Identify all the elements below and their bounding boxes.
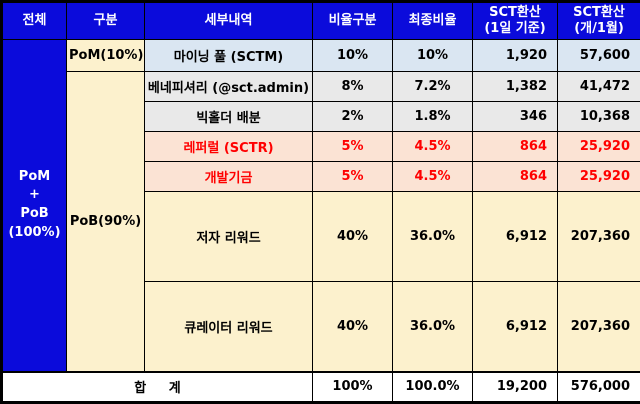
- merged-overall-cell: PoM + PoB (100%): [2, 40, 67, 372]
- cell-sct-monthly: 10,368: [558, 102, 640, 132]
- pom-cell: PoM(10%): [67, 40, 145, 72]
- header-ratio: 비율구분: [313, 2, 393, 40]
- cell-final-ratio: 36.0%: [393, 192, 473, 282]
- cell-ratio: 40%: [313, 192, 393, 282]
- total-sct-monthly: 576,000: [558, 372, 640, 403]
- cell-sct-monthly: 41,472: [558, 72, 640, 102]
- cell-detail: 레퍼럴 (SCTR): [145, 132, 313, 162]
- total-final-ratio: 100.0%: [393, 372, 473, 403]
- cell-detail: 개발기금: [145, 162, 313, 192]
- cell-final-ratio: 4.5%: [393, 162, 473, 192]
- cell-ratio: 40%: [313, 282, 393, 372]
- cell-sct-daily: 1,920: [473, 40, 558, 72]
- cell-sct-daily: 1,382: [473, 72, 558, 102]
- table-row-total: 합 계 100% 100.0% 19,200 576,000: [2, 372, 640, 403]
- table-row-mining-pool: PoM + PoB (100%) PoM(10%) 마이닝 풀 (SCTM) 1…: [2, 40, 640, 72]
- cell-ratio: 2%: [313, 102, 393, 132]
- cell-final-ratio: 36.0%: [393, 282, 473, 372]
- cell-detail: 저자 리워드: [145, 192, 313, 282]
- cell-final-ratio: 4.5%: [393, 132, 473, 162]
- cell-sct-monthly: 25,920: [558, 132, 640, 162]
- cell-ratio: 10%: [313, 40, 393, 72]
- total-sct-daily: 19,200: [473, 372, 558, 403]
- cell-sct-monthly: 207,360: [558, 192, 640, 282]
- cell-detail: 빅홀더 배분: [145, 102, 313, 132]
- header-sct-monthly: SCT환산 (개/1월): [558, 2, 640, 40]
- total-label-cell: 합 계: [2, 372, 313, 403]
- cell-sct-daily: 864: [473, 132, 558, 162]
- header-overall: 전체: [2, 2, 67, 40]
- header-detail: 세부내역: [145, 2, 313, 40]
- cell-sct-daily: 864: [473, 162, 558, 192]
- cell-sct-daily: 6,912: [473, 282, 558, 372]
- cell-sct-daily: 346: [473, 102, 558, 132]
- cell-ratio: 8%: [313, 72, 393, 102]
- total-ratio: 100%: [313, 372, 393, 403]
- header-sct-daily: SCT환산 (1일 기준): [473, 2, 558, 40]
- cell-detail: 마이닝 풀 (SCTM): [145, 40, 313, 72]
- table-row-beneficiary: PoB(90%) 베네피셔리 (@sct.admin) 8% 7.2% 1,38…: [2, 72, 640, 102]
- header-row: 전체 구분 세부내역 비율구분 최종비율 SCT환산 (1일 기준) SCT환산…: [2, 2, 640, 40]
- cell-ratio: 5%: [313, 132, 393, 162]
- cell-ratio: 5%: [313, 162, 393, 192]
- cell-final-ratio: 1.8%: [393, 102, 473, 132]
- cell-sct-monthly: 25,920: [558, 162, 640, 192]
- header-final-ratio: 최종비율: [393, 2, 473, 40]
- cell-sct-daily: 6,912: [473, 192, 558, 282]
- cell-sct-monthly: 207,360: [558, 282, 640, 372]
- pob-cell: PoB(90%): [67, 72, 145, 372]
- cell-detail: 큐레이터 리워드: [145, 282, 313, 372]
- cell-final-ratio: 10%: [393, 40, 473, 72]
- cell-final-ratio: 7.2%: [393, 72, 473, 102]
- cell-sct-monthly: 57,600: [558, 40, 640, 72]
- cell-detail: 베네피셔리 (@sct.admin): [145, 72, 313, 102]
- header-category: 구분: [67, 2, 145, 40]
